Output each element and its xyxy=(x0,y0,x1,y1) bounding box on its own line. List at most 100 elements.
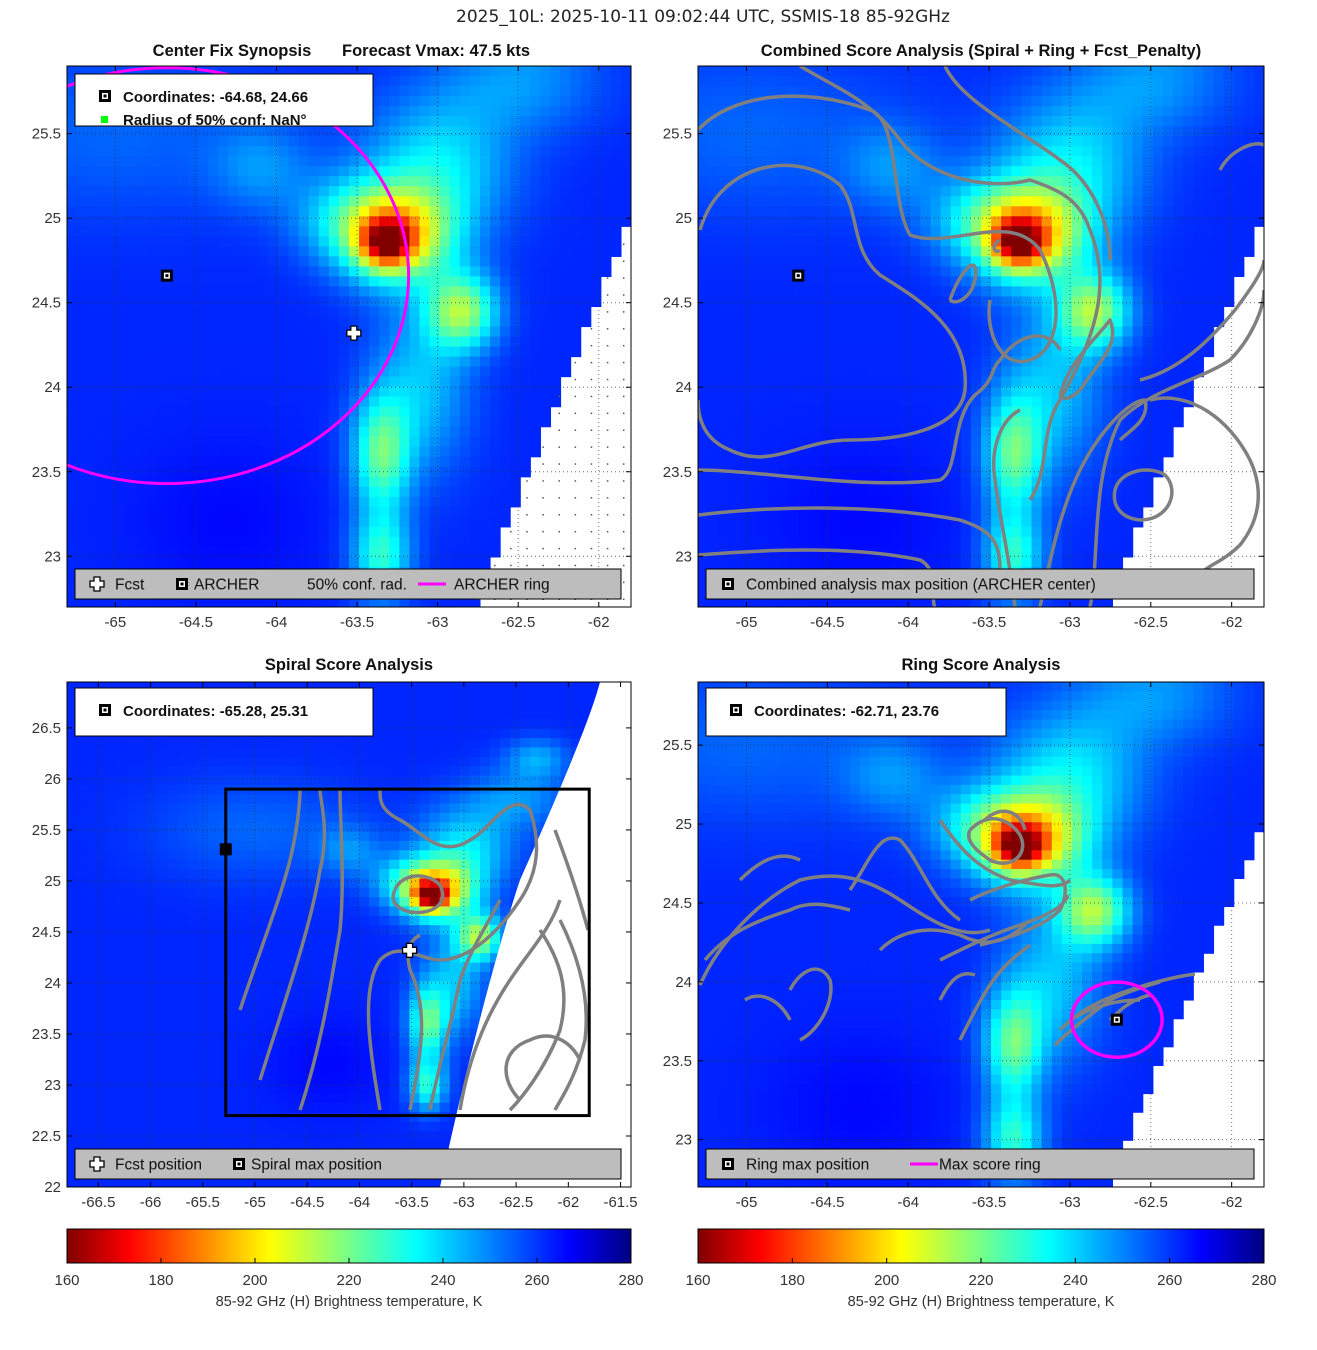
no-data-dot xyxy=(590,378,593,381)
heatmap-cell xyxy=(900,446,911,458)
heatmap-cell xyxy=(930,516,942,528)
heatmap-cell xyxy=(137,316,149,328)
heatmap-cell xyxy=(117,156,129,167)
heatmap-cell xyxy=(157,176,169,187)
heatmap-cell xyxy=(349,226,360,237)
heatmap-cell xyxy=(940,256,952,267)
heatmap-cell xyxy=(379,186,390,197)
heatmap-cell xyxy=(520,376,531,388)
heatmap-cell xyxy=(318,516,330,528)
heatmap-cell xyxy=(570,76,582,87)
heatmap-cell xyxy=(429,536,441,548)
heatmap-cell xyxy=(809,376,820,388)
heatmap-cell xyxy=(449,376,461,388)
heatmap-cell xyxy=(238,216,249,227)
heatmap-cell xyxy=(778,366,790,378)
heatmap-cell xyxy=(419,316,431,328)
heatmap-cell xyxy=(137,376,149,388)
heatmap-cell xyxy=(930,176,942,187)
heatmap-cell xyxy=(349,196,360,207)
no-data-dot xyxy=(622,530,625,533)
heatmap-cell xyxy=(991,216,1002,227)
heatmap-cell xyxy=(349,456,360,468)
heatmap-cell xyxy=(950,286,962,298)
heatmap-cell xyxy=(879,206,891,217)
heatmap-cell xyxy=(698,396,709,408)
heatmap-cell xyxy=(788,176,800,187)
heatmap-cell xyxy=(530,416,541,428)
heatmap-cell xyxy=(768,276,780,288)
heatmap-cell xyxy=(208,376,219,388)
heatmap-cell xyxy=(540,406,552,418)
heatmap-cell xyxy=(829,506,841,518)
heatmap-cell xyxy=(147,596,159,607)
heatmap-cell xyxy=(530,396,541,408)
heatmap-cell xyxy=(819,466,830,478)
heatmap-cell xyxy=(97,366,108,378)
heatmap-cell xyxy=(590,296,602,308)
heatmap-cell xyxy=(228,526,239,538)
heatmap-cell xyxy=(379,76,390,87)
heatmap-cell xyxy=(338,216,350,227)
heatmap-cell xyxy=(849,86,861,97)
heatmap-cell xyxy=(308,266,320,277)
heatmap-cell xyxy=(520,366,531,378)
heatmap-cell xyxy=(748,336,760,348)
heatmap-cell xyxy=(788,426,800,438)
heatmap-cell xyxy=(167,286,179,298)
heatmap-cell xyxy=(117,396,129,408)
heatmap-cell xyxy=(399,286,411,298)
heatmap-cell xyxy=(708,366,719,378)
heatmap-cell xyxy=(459,116,471,127)
heatmap-cell xyxy=(137,596,149,607)
heatmap-cell xyxy=(778,376,790,388)
heatmap-cell xyxy=(208,126,219,137)
heatmap-cell xyxy=(520,306,531,318)
heatmap-cell xyxy=(981,596,992,607)
heatmap-cell xyxy=(981,506,992,518)
heatmap-cell xyxy=(738,516,750,528)
heatmap-cell xyxy=(187,176,199,187)
y-tick-label: 24 xyxy=(44,379,61,396)
heatmap-cell xyxy=(1061,76,1073,87)
heatmap-cell xyxy=(208,476,219,488)
heatmap-cell xyxy=(459,596,471,607)
heatmap-cell xyxy=(1041,286,1053,298)
heatmap-cell xyxy=(778,86,790,97)
heatmap-cell xyxy=(67,366,78,378)
heatmap-cell xyxy=(469,526,481,538)
heatmap-cell xyxy=(510,316,521,328)
heatmap-cell xyxy=(97,396,108,408)
heatmap-cell xyxy=(409,66,421,77)
heatmap-cell xyxy=(758,216,770,227)
heatmap-cell xyxy=(218,136,229,147)
heatmap-cell xyxy=(530,316,541,328)
heatmap-cell xyxy=(338,446,350,458)
heatmap-cell xyxy=(298,286,310,298)
heatmap-cell xyxy=(77,436,88,448)
heatmap-cell xyxy=(147,146,159,157)
heatmap-cell xyxy=(991,456,1002,468)
heatmap-cell xyxy=(389,316,400,328)
heatmap-cell xyxy=(799,486,810,498)
heatmap-cell xyxy=(107,236,118,247)
heatmap-cell xyxy=(940,536,952,548)
heatmap-cell xyxy=(87,286,98,298)
heatmap-cell xyxy=(490,106,501,117)
heatmap-cell xyxy=(409,346,421,358)
heatmap-cell xyxy=(708,306,719,318)
heatmap-cell xyxy=(900,186,911,197)
heatmap-cell xyxy=(738,196,750,207)
heatmap-cell xyxy=(429,446,441,458)
heatmap-cell xyxy=(197,346,209,358)
heatmap-cell xyxy=(278,366,290,378)
heatmap-cell xyxy=(409,256,421,267)
heatmap-cell xyxy=(970,86,982,97)
heatmap-cell xyxy=(278,276,290,288)
heatmap-cell xyxy=(799,316,810,328)
heatmap-cell xyxy=(228,316,239,328)
heatmap-cell xyxy=(778,466,790,478)
heatmap-cell xyxy=(77,216,88,227)
heatmap-cell xyxy=(147,526,159,538)
heatmap-cell xyxy=(469,406,481,418)
